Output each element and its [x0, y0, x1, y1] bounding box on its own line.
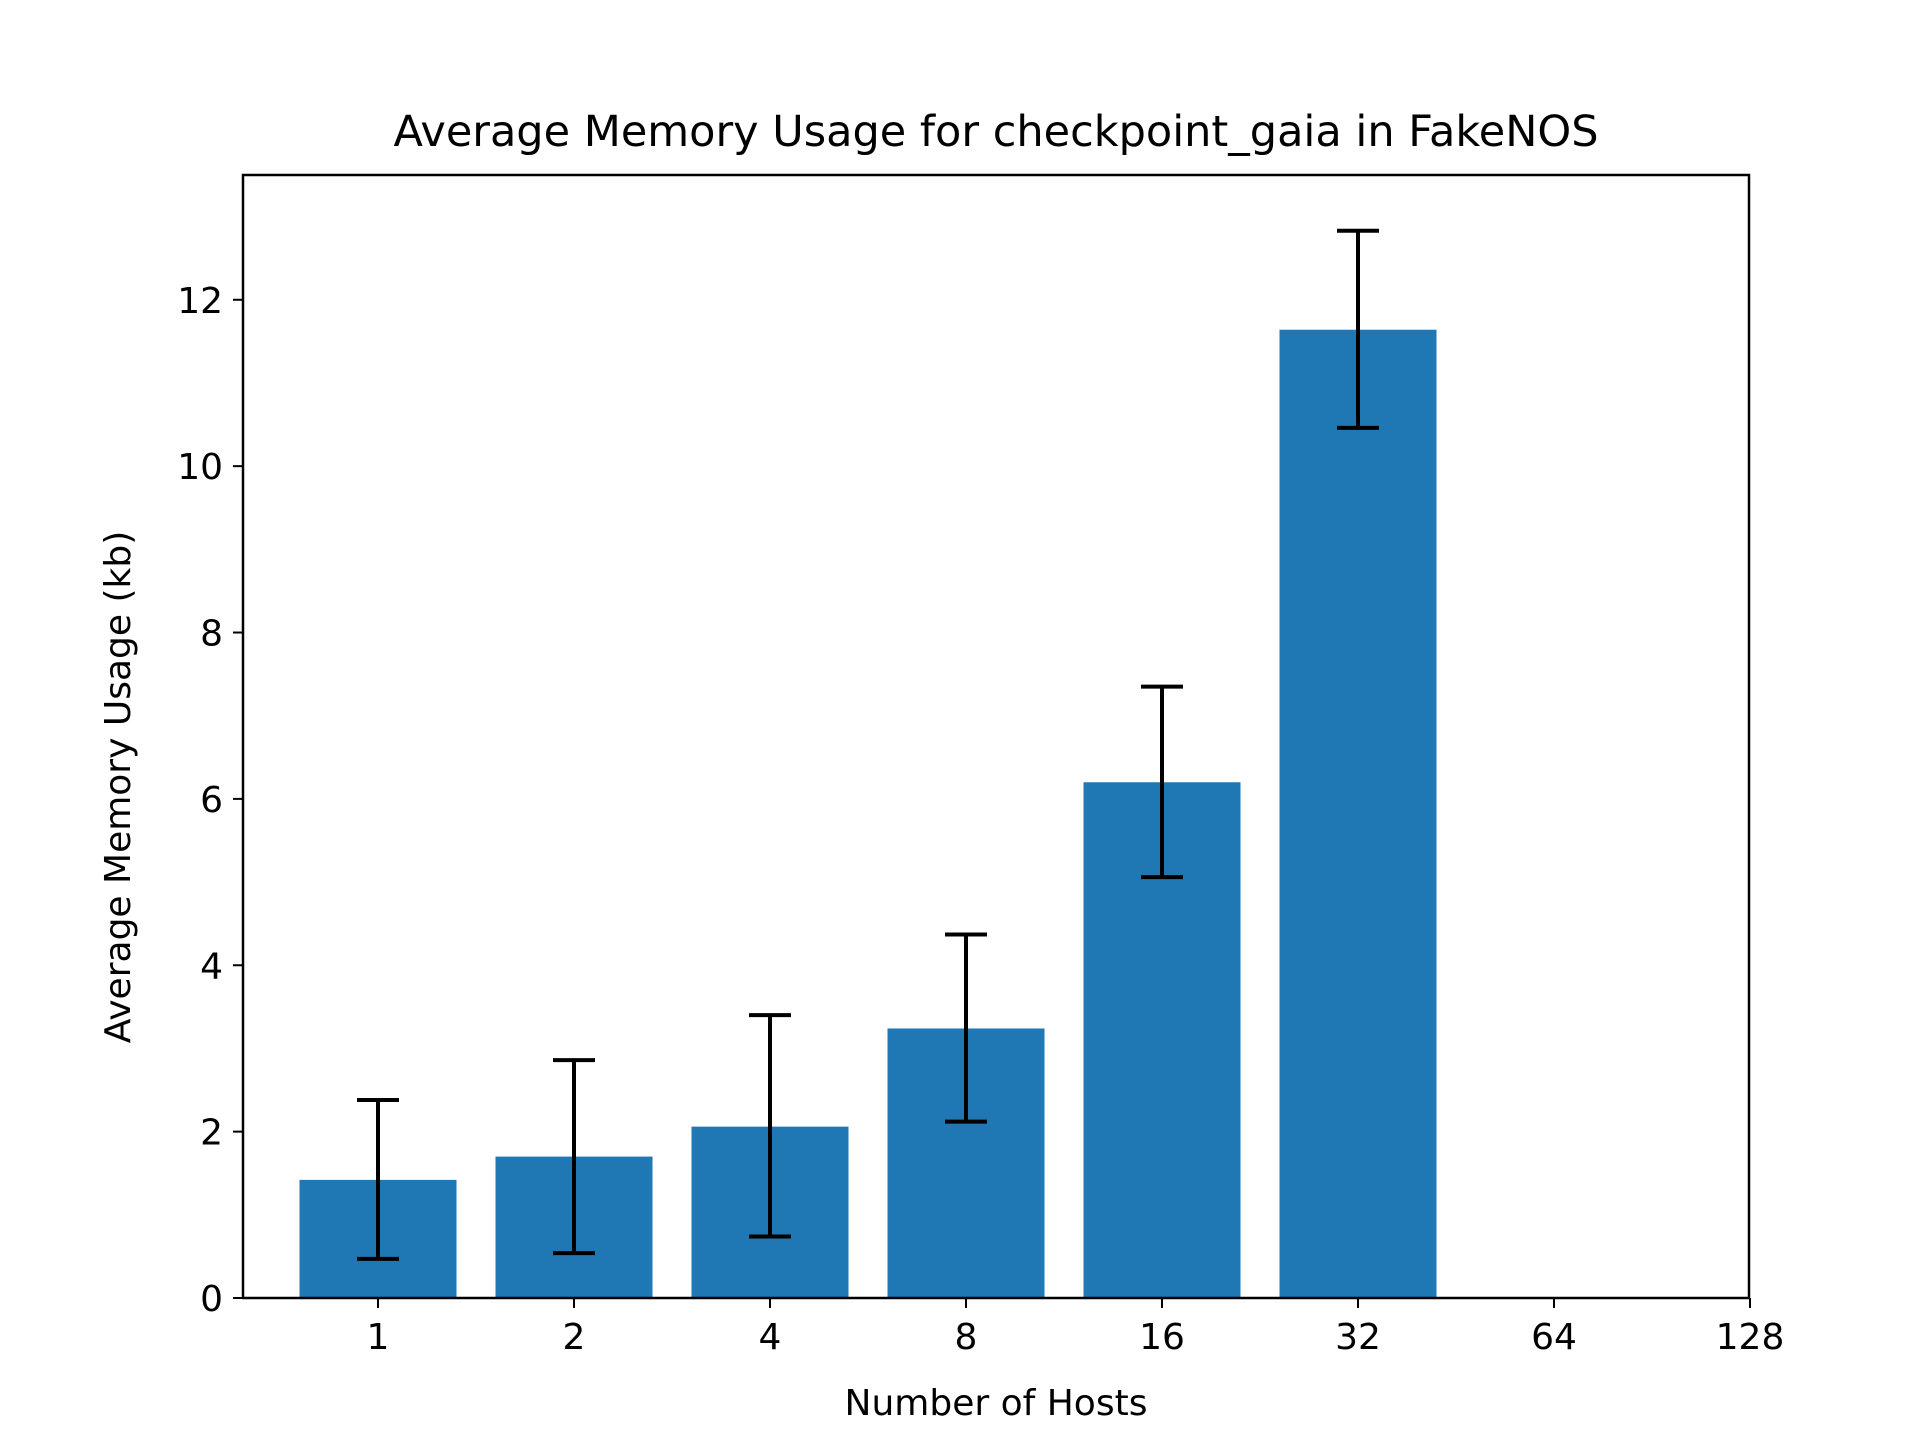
y-tick-label-6: 6: [200, 780, 223, 821]
bar-32: [1279, 329, 1437, 1298]
chart-title: Average Memory Usage for checkpoint_gaia…: [393, 107, 1598, 157]
x-tick-label-2: 2: [563, 1317, 586, 1358]
y-tick-label-4: 4: [200, 946, 223, 987]
x-tick-label-128: 128: [1716, 1317, 1785, 1358]
plot-frame: [241, 173, 1751, 1300]
y-tick-label-10: 10: [177, 447, 223, 488]
x-tick-label-1: 1: [367, 1317, 390, 1358]
x-tick-label-32: 32: [1335, 1317, 1381, 1358]
x-tick-label-8: 8: [955, 1317, 978, 1358]
y-tick-label-0: 0: [200, 1279, 223, 1320]
x-axis-label: Number of Hosts: [845, 1383, 1148, 1424]
x-tick-label-4: 4: [759, 1317, 782, 1358]
x-tick-label-64: 64: [1531, 1317, 1577, 1358]
y-axis-label: Average Memory Usage (kb): [98, 531, 139, 1044]
y-tick-label-2: 2: [200, 1113, 223, 1154]
y-tick-label-8: 8: [200, 614, 223, 655]
x-tick-label-16: 16: [1139, 1317, 1185, 1358]
y-tick-label-12: 12: [177, 281, 223, 322]
